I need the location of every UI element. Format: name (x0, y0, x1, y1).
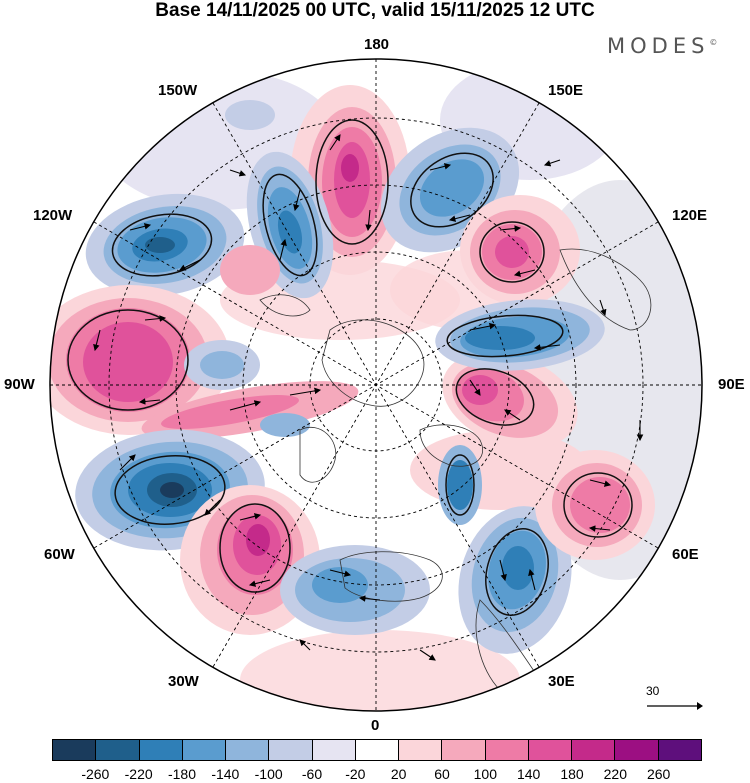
lon-label-30e: 30E (548, 673, 575, 690)
anomaly-low-10w (280, 545, 430, 635)
lon-label-150e: 150E (548, 82, 584, 99)
colorbar-segment (441, 739, 485, 761)
lon-label-120w: 120W (33, 207, 73, 224)
colorbar-tick-label: -60 (301, 766, 323, 782)
colorbar-tick-label: 140 (516, 766, 541, 782)
colorbar-segment (657, 739, 702, 761)
colorbar-segment (225, 739, 269, 761)
anomaly-low-120w (85, 193, 245, 297)
colorbar (52, 739, 702, 761)
polar-map (49, 58, 703, 712)
anomaly-high-130e (460, 195, 580, 305)
colorbar-segment (527, 739, 572, 761)
lon-label-180: 180 (364, 36, 390, 53)
anomaly-high-60e (535, 450, 655, 560)
map-title: Base 14/11/2025 00 UTC, valid 15/11/2025… (155, 0, 595, 21)
colorbar-segment (571, 739, 615, 761)
colorbar-tick-label: 20 (390, 766, 407, 782)
colorbar-segment (311, 739, 355, 761)
wind-vectors (93, 134, 644, 661)
meridians (50, 59, 702, 711)
colorbar-segment (354, 739, 399, 761)
lon-label-90w: 90W (4, 376, 35, 393)
colorbar-segment (138, 739, 182, 761)
lon-label-90e: 90E (718, 376, 745, 393)
colorbar-tick-label: -220 (124, 766, 153, 782)
colorbar-tick-label: -140 (211, 766, 240, 782)
colorbar-tick-label: 180 (560, 766, 584, 782)
copyright-mark: © (709, 38, 718, 47)
lon-label-120e: 120E (672, 207, 708, 224)
colorbar-tick-label: -20 (345, 766, 366, 782)
colorbar-segment (268, 739, 312, 761)
colorbar-segment (484, 739, 528, 761)
vector-reference-arrow (647, 702, 703, 710)
map-boundary (49, 58, 703, 712)
colorbar-tick-label: -100 (254, 766, 283, 782)
colorbar-tick-label: 260 (646, 766, 671, 782)
colorbar-tick-label: -180 (167, 766, 197, 782)
brand-text: MODES (607, 34, 710, 58)
colorbar-tick-label: 60 (434, 766, 450, 782)
anomaly-high-180 (290, 85, 410, 275)
colorbar-tick-label: 100 (473, 766, 498, 782)
modes-logo: MODES© (607, 34, 717, 58)
anomaly-field (50, 59, 702, 711)
vector-reference-label: 30 (646, 684, 660, 698)
colorbar-segment (614, 739, 658, 761)
anomaly-high-90w (50, 245, 359, 439)
colorbar-tick-label: -260 (81, 766, 110, 782)
colorbar-tick-label: 220 (603, 766, 628, 782)
colorbar-segment (52, 739, 96, 761)
coastlines (259, 248, 652, 702)
lon-label-150w: 150W (158, 82, 198, 99)
colorbar-segment (398, 739, 442, 761)
lon-label-60w: 60W (44, 546, 75, 563)
colorbar-segment (181, 739, 226, 761)
colorbar-segment (95, 739, 139, 761)
contour-lines (67, 119, 633, 616)
lon-label-0: 0 (371, 717, 380, 734)
lon-label-30w: 30W (168, 673, 199, 690)
lon-label-60e: 60E (672, 546, 699, 563)
